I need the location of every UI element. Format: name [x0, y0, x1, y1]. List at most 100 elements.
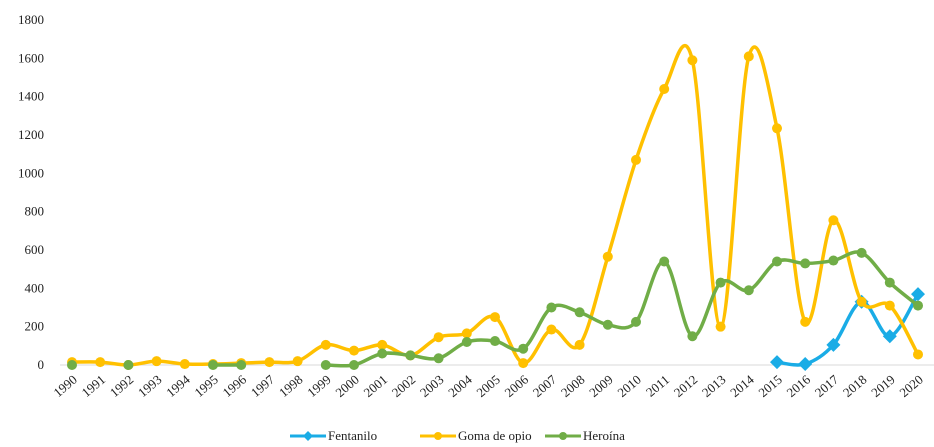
point — [546, 324, 557, 335]
point — [518, 358, 529, 369]
point — [884, 277, 895, 288]
point — [826, 337, 841, 352]
point — [772, 256, 782, 267]
point — [687, 55, 698, 66]
x-tick-label: 2000 — [332, 372, 362, 400]
point — [123, 360, 134, 370]
point — [518, 343, 529, 354]
y-tick-label: 400 — [25, 280, 45, 295]
point — [856, 247, 867, 258]
point — [349, 360, 359, 370]
point — [772, 123, 782, 134]
legend-item: Goma de opio — [420, 428, 532, 443]
point — [884, 300, 895, 311]
x-tick-label: 2016 — [784, 371, 814, 400]
point — [349, 345, 359, 356]
x-tick-label: 2011 — [643, 372, 672, 400]
x-tick-label: 1999 — [304, 372, 334, 400]
point — [405, 350, 416, 361]
x-tick-label: 2015 — [755, 372, 785, 400]
point — [490, 336, 500, 347]
x-tick-label: 2013 — [699, 372, 729, 400]
x-tick-label: 2017 — [812, 371, 842, 400]
x-tick-label: 1997 — [248, 371, 278, 400]
point — [377, 348, 388, 359]
point — [433, 332, 444, 343]
legend-marker — [434, 432, 442, 440]
point — [798, 357, 813, 372]
point — [461, 328, 472, 339]
x-tick-label: 2014 — [727, 371, 757, 400]
point — [659, 256, 670, 267]
x-tick-label: 1992 — [107, 372, 137, 400]
x-tick-label: 2019 — [868, 372, 898, 400]
point — [800, 258, 811, 269]
point — [546, 302, 557, 313]
point — [320, 360, 331, 370]
x-tick-label: 1991 — [79, 372, 109, 400]
point — [913, 300, 923, 311]
x-tick-label: 1995 — [191, 372, 221, 400]
point — [631, 316, 641, 327]
point — [490, 312, 500, 323]
y-tick-label: 800 — [25, 204, 45, 219]
point — [461, 337, 472, 347]
point — [433, 353, 444, 364]
point — [913, 349, 923, 360]
point — [574, 307, 585, 318]
point — [236, 360, 247, 370]
x-tick-label: 2004 — [445, 371, 475, 400]
x-tick-label: 2002 — [389, 372, 419, 400]
point — [320, 339, 331, 350]
legend-label: Fentanilo — [328, 428, 377, 443]
point — [856, 296, 867, 307]
point — [574, 339, 585, 350]
point — [179, 359, 190, 370]
point — [800, 316, 811, 327]
x-tick-label: 2005 — [473, 372, 503, 400]
legend-marker — [559, 432, 567, 440]
point — [715, 277, 726, 288]
x-tick-label: 1994 — [163, 371, 193, 400]
point — [770, 355, 784, 370]
series-line — [776, 293, 920, 367]
legend-marker — [303, 431, 313, 441]
point — [151, 356, 162, 367]
legend-label: Heroína — [583, 428, 625, 443]
y-tick-label: 1200 — [18, 127, 44, 142]
y-tick-label: 1000 — [18, 165, 44, 180]
point — [828, 255, 839, 266]
point — [715, 321, 726, 332]
point — [911, 287, 925, 302]
x-tick-label: 2009 — [586, 372, 616, 400]
y-tick-label: 1400 — [18, 89, 44, 104]
x-tick-label: 1993 — [135, 372, 165, 400]
x-tick-label: 2010 — [614, 372, 644, 400]
point — [882, 329, 897, 344]
point — [95, 357, 106, 368]
point — [292, 356, 303, 367]
x-tick-label: 2012 — [671, 372, 701, 400]
x-tick-label: 1990 — [50, 372, 80, 400]
point — [743, 51, 754, 62]
point — [659, 84, 670, 94]
y-tick-label: 600 — [25, 242, 45, 257]
y-tick-label: 1800 — [18, 12, 44, 27]
point — [264, 357, 275, 368]
x-tick-label: 1996 — [220, 371, 250, 400]
y-tick-label: 0 — [38, 357, 45, 372]
x-tick-label: 2001 — [361, 372, 391, 400]
point — [208, 360, 218, 370]
legend-item: Heroína — [545, 428, 625, 443]
x-tick-label: 2007 — [530, 371, 560, 400]
point — [743, 285, 754, 296]
legend-item: Fentanilo — [290, 428, 377, 443]
point — [602, 319, 613, 330]
point — [687, 331, 698, 342]
x-tick-label: 2018 — [840, 372, 870, 400]
point — [602, 251, 613, 262]
x-tick-label: 2008 — [558, 372, 588, 400]
x-tick-label: 2020 — [896, 372, 926, 400]
legend-label: Goma de opio — [458, 428, 532, 443]
